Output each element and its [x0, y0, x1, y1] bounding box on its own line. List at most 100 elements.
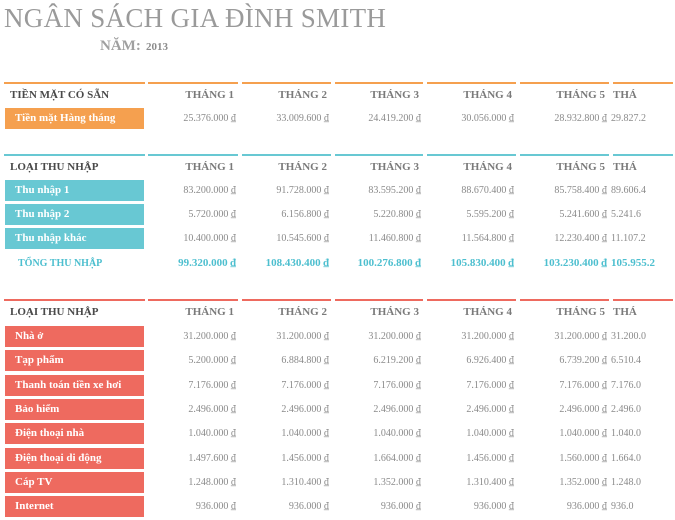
- income-value-cell[interactable]: 12.230.400 ₫: [554, 233, 607, 244]
- cash-row-label[interactable]: Tiền mặt Hàng tháng: [5, 108, 144, 129]
- expenses-value-cell[interactable]: 31.200.000 ₫: [368, 331, 421, 342]
- income-value-cell[interactable]: 10.545.600 ₫: [276, 233, 329, 244]
- income-heading-cell: LOẠI THU NHẬP: [4, 154, 145, 176]
- expenses-row-label[interactable]: Bảo hiểm: [5, 398, 144, 420]
- expenses-value-cell[interactable]: 31.200.0: [611, 331, 646, 342]
- expenses-value-cell[interactable]: 7.176.000 ₫: [188, 379, 236, 391]
- expenses-value-cell[interactable]: 936.000 ₫: [566, 501, 607, 513]
- expenses-value-cell[interactable]: 936.000 ₫: [473, 501, 514, 513]
- expenses-value-cell[interactable]: 1.040.000 ₫: [559, 428, 607, 440]
- income-value-cell[interactable]: 89.606.4: [611, 185, 646, 196]
- month-header-cell: THÁNG 5: [520, 299, 609, 321]
- expenses-value-cell[interactable]: 1.352.000 ₫: [373, 476, 421, 488]
- income-total-value: 103.230.400 ₫: [543, 257, 607, 269]
- income-row-label[interactable]: Thu nhập 2: [5, 204, 144, 225]
- month-header-cell: THÁNG 3: [335, 299, 423, 321]
- cash-value-cell[interactable]: 25.376.000 ₫: [183, 113, 236, 124]
- month-header-cell: THÁNG 2: [242, 154, 331, 176]
- expenses-value-cell[interactable]: 7.176.000 ₫: [373, 379, 421, 391]
- cash-value-cell[interactable]: 33.009.600 ₫: [276, 113, 329, 124]
- expenses-row-label[interactable]: Cáp TV: [5, 471, 144, 493]
- income-value-cell[interactable]: 83.200.000 ₫: [183, 185, 236, 196]
- month-header-cell: THÁ: [613, 299, 673, 321]
- expenses-value-cell[interactable]: 936.000 ₫: [380, 501, 421, 513]
- income-value-cell[interactable]: 11.460.800 ₫: [368, 233, 421, 244]
- expenses-value-cell[interactable]: 2.496.000 ₫: [281, 403, 329, 415]
- expenses-value-cell[interactable]: 1.352.000 ₫: [559, 476, 607, 488]
- expenses-value-cell[interactable]: 2.496.000 ₫: [559, 403, 607, 415]
- month-header-4: THÁNG 4: [463, 306, 512, 318]
- income-row-label[interactable]: Thu nhập khác: [5, 228, 144, 249]
- expenses-value-cell[interactable]: 1.310.400 ₫: [281, 476, 329, 488]
- expenses-row-label[interactable]: Điện thoại di động: [5, 447, 144, 469]
- expenses-value-cell[interactable]: 1.497.600 ₫: [188, 452, 236, 464]
- cash-value-cell[interactable]: 24.419.200 ₫: [368, 113, 421, 124]
- expenses-value-cell[interactable]: 936.000 ₫: [195, 501, 236, 513]
- expenses-value-cell[interactable]: 2.496.000 ₫: [188, 403, 236, 415]
- expenses-value-cell[interactable]: 936.000 ₫: [288, 501, 329, 513]
- expenses-value-cell[interactable]: 1.040.0: [611, 428, 641, 440]
- income-value-cell[interactable]: 11.107.2: [611, 233, 646, 244]
- income-value-cell[interactable]: 10.400.000 ₫: [183, 233, 236, 244]
- expenses-row-label[interactable]: Internet: [5, 496, 144, 518]
- expenses-value-cell[interactable]: 6.510.4: [611, 355, 641, 367]
- income-total-value: 100.276.800 ₫: [357, 257, 421, 269]
- income-total-value: 105.955.2: [611, 257, 655, 269]
- expenses-value-cell[interactable]: 7.176.000 ₫: [281, 379, 329, 391]
- income-value-cell[interactable]: 5.241.6: [611, 209, 641, 220]
- expenses-value-cell[interactable]: 1.456.000 ₫: [466, 452, 514, 464]
- income-value-cell[interactable]: 5.595.200 ₫: [466, 209, 514, 220]
- cash-value-cell[interactable]: 28.932.800 ₫: [554, 113, 607, 124]
- income-value-cell[interactable]: 5.220.800 ₫: [373, 209, 421, 220]
- expenses-value-cell[interactable]: 6.884.800 ₫: [281, 355, 329, 367]
- expenses-value-cell[interactable]: 1.456.000 ₫: [281, 452, 329, 464]
- expenses-value-cell[interactable]: 1.664.000 ₫: [373, 452, 421, 464]
- expenses-value-cell[interactable]: 7.176.000 ₫: [559, 379, 607, 391]
- expenses-value-cell[interactable]: 2.496.000 ₫: [466, 403, 514, 415]
- expenses-value-cell[interactable]: 1.040.000 ₫: [281, 428, 329, 440]
- expenses-value-cell[interactable]: 6.739.200 ₫: [559, 355, 607, 367]
- income-value-cell[interactable]: 88.670.400 ₫: [461, 185, 514, 196]
- month-header-cell: THÁ: [613, 154, 673, 176]
- expenses-value-cell[interactable]: 5.200.000 ₫: [188, 355, 236, 367]
- income-value-cell[interactable]: 6.156.800 ₫: [281, 209, 329, 220]
- income-value-cell[interactable]: 91.728.000 ₫: [276, 185, 329, 196]
- income-value-cell[interactable]: 83.595.200 ₫: [368, 185, 421, 196]
- cash-value-cell[interactable]: 30.056.000 ₫: [461, 113, 514, 124]
- income-value-cell[interactable]: 5.241.600 ₫: [559, 209, 607, 220]
- income-value-cell[interactable]: 11.564.800 ₫: [461, 233, 514, 244]
- expenses-value-cell[interactable]: 31.200.000 ₫: [554, 331, 607, 342]
- expenses-value-cell[interactable]: 31.200.000 ₫: [276, 331, 329, 342]
- expenses-row-label[interactable]: Tạp phẩm: [5, 350, 144, 372]
- expenses-value-cell[interactable]: 1.248.0: [611, 476, 641, 488]
- expenses-value-cell[interactable]: 1.040.000 ₫: [373, 428, 421, 440]
- cash-value-cell[interactable]: 29.827.2: [611, 113, 646, 124]
- expenses-value-cell[interactable]: 1.248.000 ₫: [188, 476, 236, 488]
- income-row-label[interactable]: Thu nhập 1: [5, 180, 144, 201]
- income-value-cell[interactable]: 5.720.000 ₫: [188, 209, 236, 220]
- expenses-value-cell[interactable]: 7.176.0: [611, 379, 641, 391]
- expenses-value-cell[interactable]: 2.496.0: [611, 403, 641, 415]
- expenses-value-cell[interactable]: 1.560.000 ₫: [559, 452, 607, 464]
- expenses-value-cell[interactable]: 31.200.000 ₫: [461, 331, 514, 342]
- month-header-cell: THÁNG 3: [335, 154, 423, 176]
- expenses-heading: LOẠI THU NHẬP: [10, 306, 99, 318]
- month-header-cell: THÁNG 4: [427, 154, 516, 176]
- month-header-4: THÁNG 4: [463, 89, 512, 101]
- income-value-cell[interactable]: 85.758.400 ₫: [554, 185, 607, 196]
- month-header-1: THÁNG 1: [185, 161, 234, 173]
- expenses-value-cell[interactable]: 31.200.000 ₫: [183, 331, 236, 342]
- expenses-value-cell[interactable]: 936.0: [611, 501, 634, 513]
- income-total-value: 108.430.400 ₫: [265, 257, 329, 269]
- expenses-row-label[interactable]: Điện thoại nhà: [5, 423, 144, 445]
- expenses-value-cell[interactable]: 6.219.200 ₫: [373, 355, 421, 367]
- expenses-value-cell[interactable]: 1.310.400 ₫: [466, 476, 514, 488]
- expenses-value-cell[interactable]: 1.040.000 ₫: [466, 428, 514, 440]
- expenses-value-cell[interactable]: 1.664.0: [611, 452, 641, 464]
- expenses-row-label[interactable]: Nhà ở: [5, 326, 144, 347]
- expenses-value-cell[interactable]: 2.496.000 ₫: [373, 403, 421, 415]
- expenses-value-cell[interactable]: 1.040.000 ₫: [188, 428, 236, 440]
- expenses-row-label[interactable]: Thanh toán tiền xe hơi: [5, 374, 144, 396]
- expenses-value-cell[interactable]: 7.176.000 ₫: [466, 379, 514, 391]
- expenses-value-cell[interactable]: 6.926.400 ₫: [466, 355, 514, 367]
